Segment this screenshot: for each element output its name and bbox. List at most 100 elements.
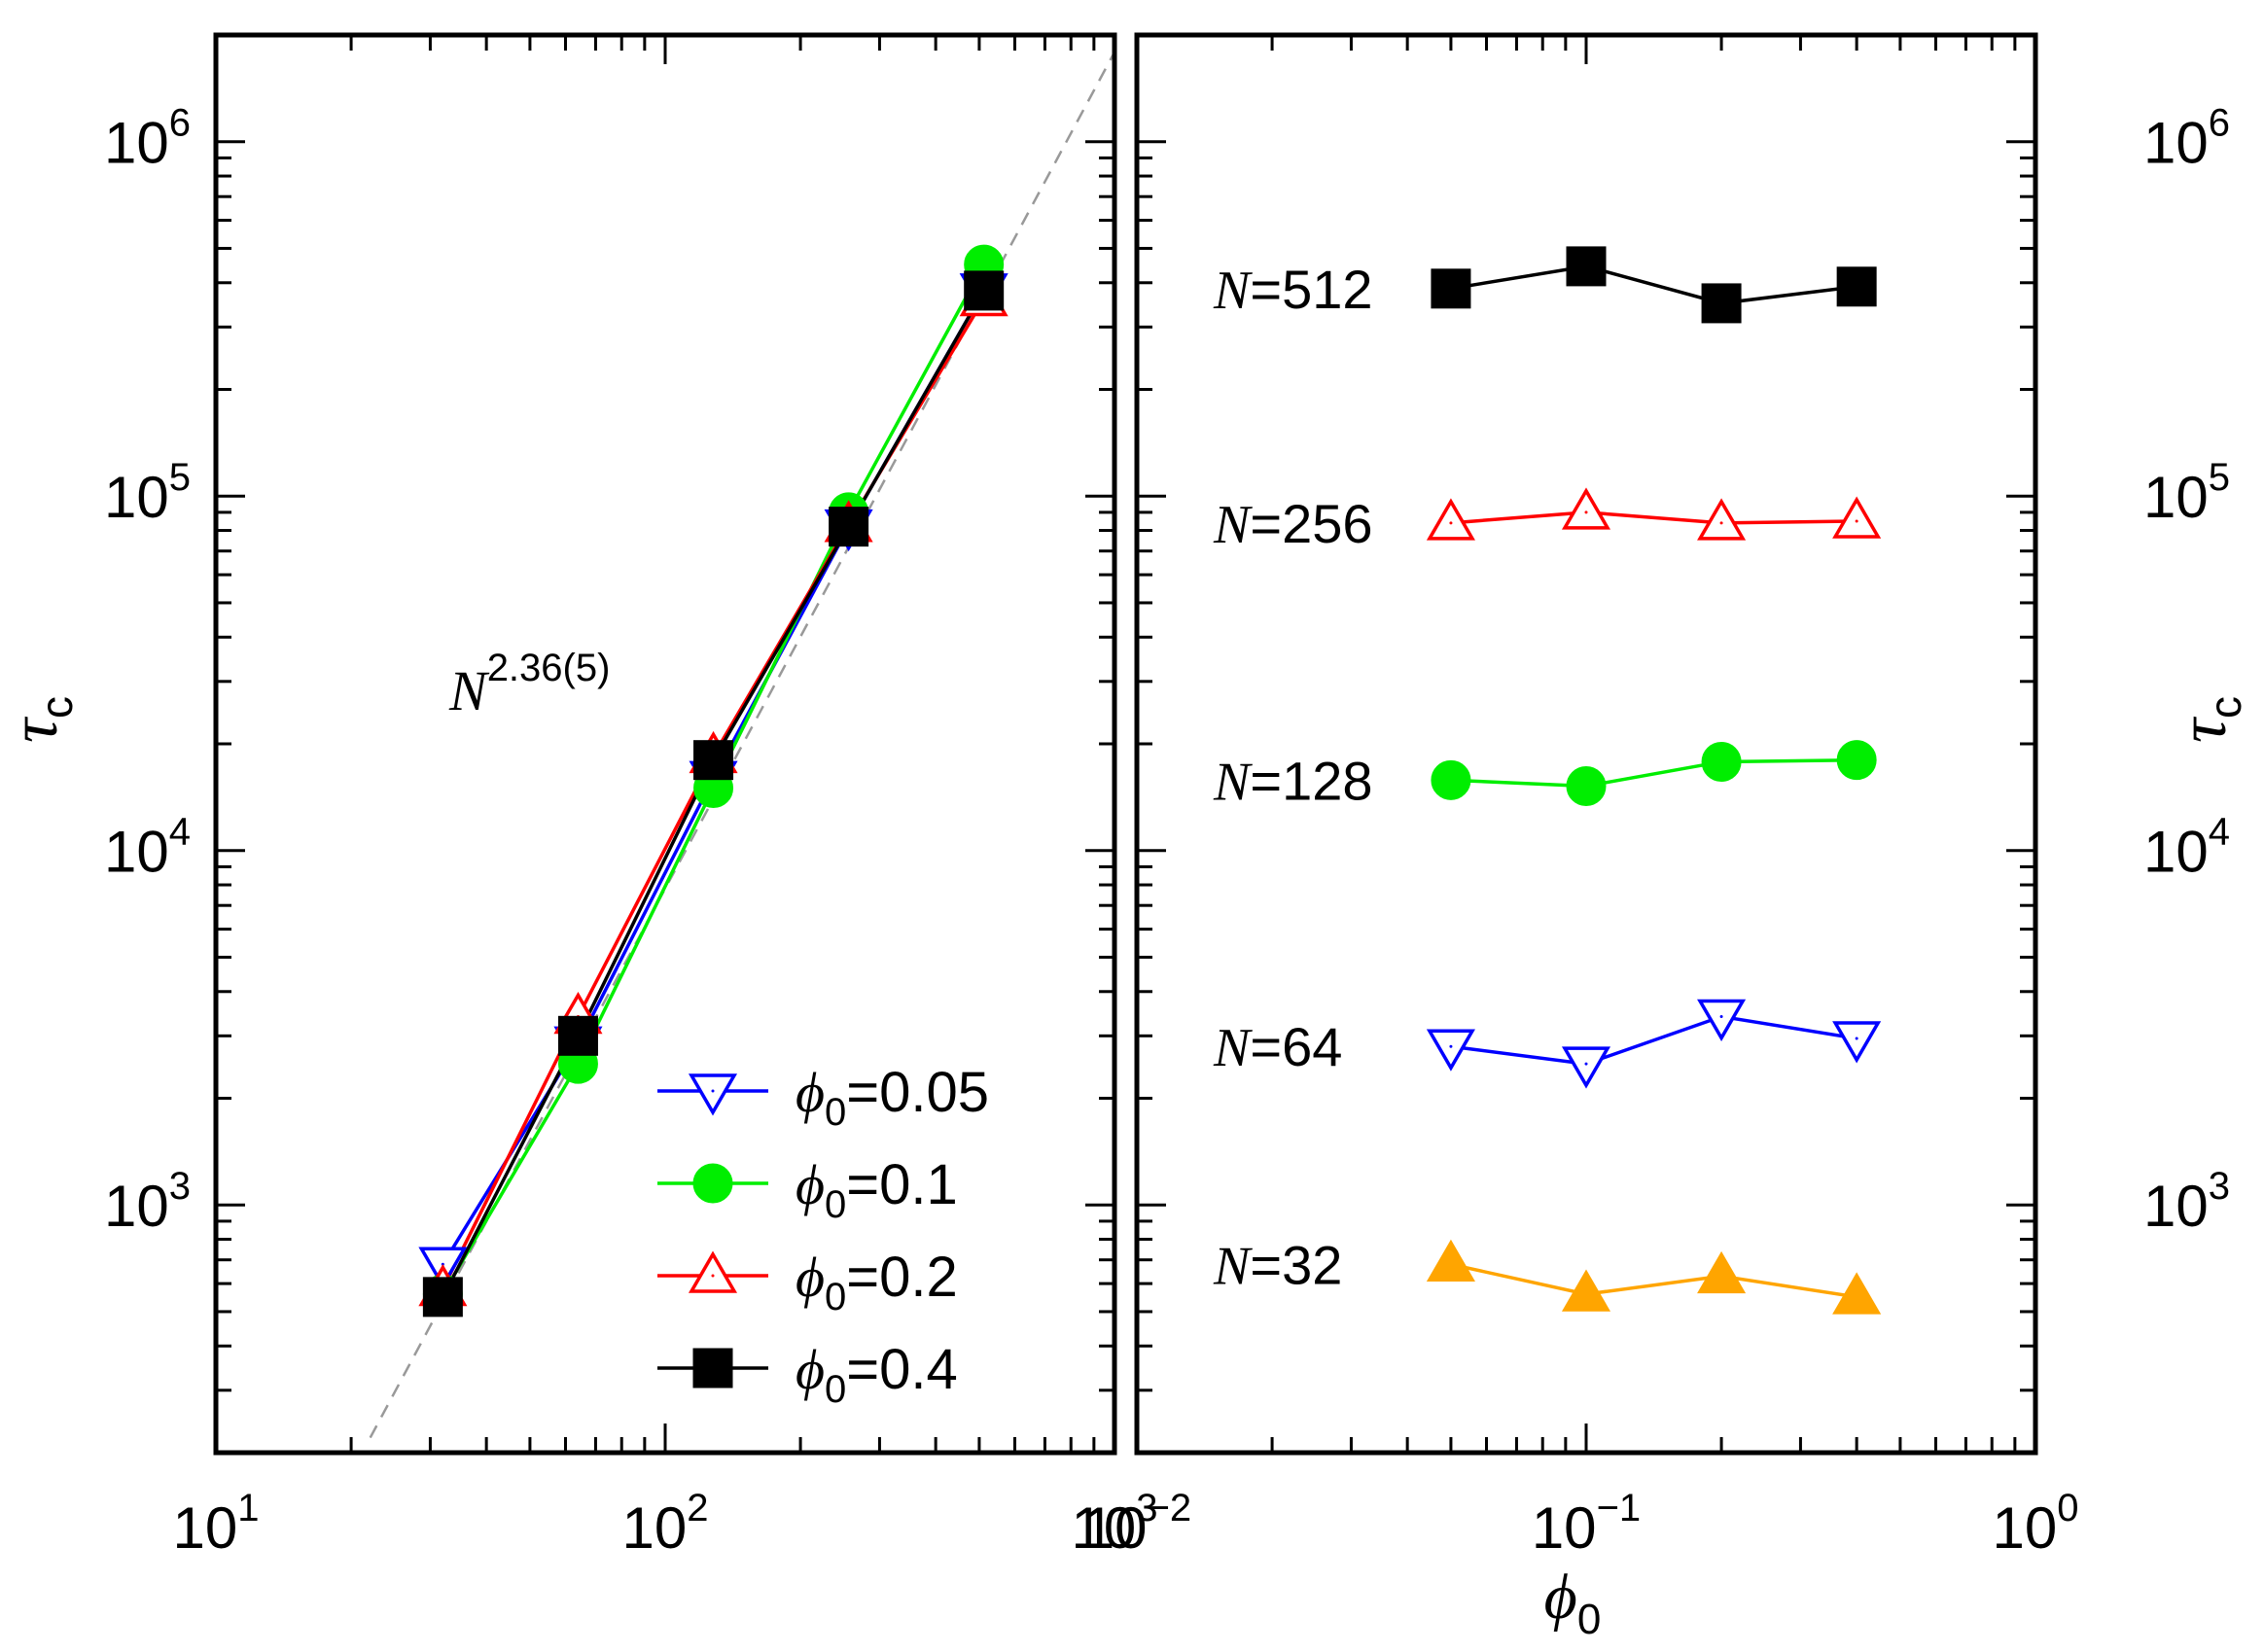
legend-sub: 0 — [825, 1183, 846, 1226]
y-tick-base: 10 — [104, 820, 169, 885]
y-tick-label: 103 — [2143, 1165, 2230, 1239]
data-point — [1697, 999, 1747, 1041]
plot-frame — [1134, 32, 2038, 1456]
fit-annotation-exp: 2.36(5) — [487, 647, 611, 689]
legend-value: =0.05 — [846, 1061, 989, 1124]
x-tick-label: 10−2 — [1082, 1487, 1191, 1561]
legend-sym: ϕ — [796, 1061, 825, 1124]
y-axis-title-sym: τ — [2166, 716, 2241, 743]
data-point-dot — [1719, 1015, 1723, 1019]
series-line — [1450, 264, 1857, 305]
series-line — [1450, 510, 1857, 525]
y-tick-exp: 6 — [169, 102, 191, 145]
y-tick-label: 106 — [104, 102, 191, 176]
y-tick-exp: 4 — [2209, 811, 2230, 854]
y-tick-base: 10 — [2143, 1174, 2209, 1239]
series-label-var: N — [1213, 1018, 1253, 1078]
legend-label: ϕ0=0.05 — [796, 1061, 989, 1134]
y-tick-exp: 3 — [169, 1165, 191, 1208]
y-tick-exp: 4 — [169, 811, 191, 854]
y-axis-title: τc — [2166, 696, 2250, 743]
legend-label: ϕ0=0.1 — [796, 1153, 958, 1226]
legend-sub: 0 — [825, 1276, 846, 1318]
x-tick-base: 10 — [622, 1495, 688, 1561]
series-label-value: =256 — [1250, 493, 1372, 554]
data-point — [829, 507, 869, 547]
data-point-dot — [1584, 510, 1588, 514]
data-point-dot — [1449, 1044, 1453, 1048]
legend-entry: ϕ0=0.4 — [657, 1338, 958, 1411]
y-tick-exp: 3 — [2209, 1165, 2230, 1208]
y-tick-base: 10 — [2143, 111, 2209, 176]
x-axis-title-sym: ϕ — [1544, 1562, 1577, 1633]
legend-value: =0.2 — [846, 1246, 958, 1309]
data-point — [964, 270, 1005, 311]
x-axis-title-sub: 0 — [1577, 1596, 1601, 1643]
y-tick-exp: 5 — [169, 456, 191, 499]
legend-marker-dot — [711, 1089, 715, 1093]
layer-frames — [213, 32, 2038, 1456]
legend-value: =0.1 — [846, 1153, 958, 1216]
data-point — [1431, 268, 1471, 309]
data-point-dot — [1449, 521, 1453, 525]
legend-marker — [692, 1348, 733, 1388]
data-point — [1561, 487, 1611, 530]
series-label-var: N — [1213, 752, 1253, 812]
data-point — [557, 1015, 598, 1056]
fit-annotation: N2.36(5) — [448, 647, 610, 722]
x-tick-base: 10 — [1993, 1495, 2058, 1561]
data-point — [1697, 498, 1747, 541]
data-point — [1832, 496, 1882, 539]
data-point — [1832, 1272, 1882, 1315]
x-tick-label: 10−1 — [1532, 1487, 1641, 1561]
x-tick-exp: 3 — [1136, 1487, 1157, 1529]
data-point-dot — [1855, 1037, 1858, 1040]
y-axis-title: τc — [0, 696, 82, 743]
series-line — [1450, 1262, 1857, 1299]
legend-entry: ϕ0=0.2 — [657, 1246, 958, 1318]
y-tick-label: 105 — [2143, 456, 2230, 530]
y-tick-label: 104 — [104, 811, 191, 885]
series-label-value: =32 — [1250, 1234, 1342, 1295]
data-point — [1426, 498, 1475, 541]
series-label: N=32 — [1213, 1234, 1342, 1296]
fit-annotation-base: N — [448, 659, 490, 722]
x-tick-label: 102 — [622, 1487, 709, 1561]
x-axis-title: ϕ0 — [1544, 1562, 1602, 1643]
legend-sym: ϕ — [796, 1338, 825, 1401]
data-point — [1836, 266, 1877, 307]
data-point — [1426, 1239, 1475, 1283]
x-tick-exp: −2 — [1148, 1487, 1192, 1529]
legend-marker — [688, 1250, 738, 1293]
data-point — [1566, 246, 1607, 287]
y-tick-exp: 6 — [2209, 102, 2230, 145]
data-point — [1426, 1029, 1475, 1072]
series-label-var: N — [1213, 1236, 1253, 1296]
y-tick-label: 103 — [104, 1165, 191, 1239]
series-label: N=512 — [1213, 259, 1373, 321]
data-point — [1566, 765, 1607, 806]
x-tick-base: 10 — [173, 1495, 238, 1561]
data-point — [1561, 1269, 1611, 1312]
legend-entry: ϕ0=0.05 — [657, 1061, 989, 1134]
data-point-dot — [1719, 521, 1723, 525]
x-tick-exp: 0 — [2057, 1487, 2078, 1529]
legend-entry: ϕ0=0.1 — [657, 1153, 958, 1226]
data-point — [1836, 740, 1877, 781]
data-point — [422, 1277, 463, 1318]
layer-ticks — [214, 33, 2035, 1455]
y-tick-base: 10 — [2143, 465, 2209, 530]
data-point — [693, 740, 734, 781]
x-tick-exp: 2 — [687, 1487, 708, 1529]
x-tick-exp: −1 — [1597, 1487, 1642, 1529]
data-point-dot — [1855, 519, 1858, 523]
y-axis-title-sub: c — [31, 696, 82, 719]
legend-label: ϕ0=0.2 — [796, 1246, 958, 1318]
y-tick-label: 105 — [104, 456, 191, 530]
series-label-value: =512 — [1250, 259, 1372, 320]
data-point — [1701, 283, 1742, 324]
legend-marker-dot — [711, 1274, 715, 1278]
x-tick-label: 101 — [173, 1487, 260, 1561]
legend-sym: ϕ — [796, 1153, 825, 1216]
